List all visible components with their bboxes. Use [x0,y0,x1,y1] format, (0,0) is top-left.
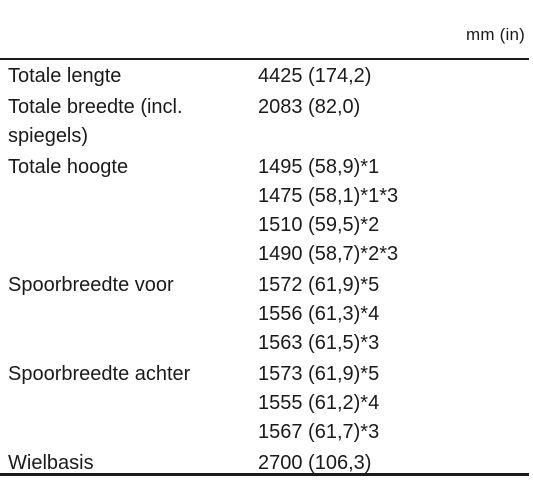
spec-value: 1567 (61,7)*3 [258,421,380,443]
spec-row-length: Totale lengte 4425 (174,2) [0,60,529,91]
spec-values: 1495 (58,9)*1 1475 (58,1)*1*3 1510 (59,5… [250,153,398,269]
top-rule [0,58,529,60]
spec-values: 2700 (106,3) [250,449,371,478]
spec-value: 1495 (58,9)*1 [258,156,380,178]
spec-value: 2700 (106,3) [258,452,372,474]
spec-values: 1573 (61,9)*5 1555 (61,2)*4 1567 (61,7)*… [250,360,379,447]
spec-row-rear-track: Spoorbreedte achter 1573 (61,9)*5 1555 (… [0,358,529,447]
spec-value: 1556 (61,3)*4 [258,303,380,325]
spec-value: 1475 (58,1)*1*3 [258,185,399,207]
spec-label: Spoorbreedte achter [8,363,191,385]
spec-value: 1563 (61,5)*3 [258,332,380,354]
spec-label: Totale hoogte [8,156,129,178]
spec-label: Totale lengte [8,65,122,87]
spec-value: 1572 (61,9)*5 [258,274,380,296]
bottom-rule [0,473,529,476]
spec-value: 1573 (61,9)*5 [258,363,380,385]
spec-values: 1572 (61,9)*5 1556 (61,3)*4 1563 (61,5)*… [250,271,379,358]
spec-row-height: Totale hoogte 1495 (58,9)*1 1475 (58,1)*… [0,151,529,269]
unit-header: mm (in) [466,25,525,44]
spec-value: 1510 (59,5)*2 [258,214,380,236]
spec-table: Totale lengte 4425 (174,2) Totale breedt… [0,60,529,478]
spec-value: 1555 (61,2)*4 [258,392,380,414]
spec-values: 2083 (82,0) [250,93,360,151]
spec-value: 1490 (58,7)*2*3 [258,243,399,265]
spec-value: 4425 (174,2) [258,65,372,87]
spec-values: 4425 (174,2) [250,62,371,91]
spec-row-wheelbase: Wielbasis 2700 (106,3) [0,447,529,478]
spec-label: Totale breedte (incl. spiegels) [8,96,183,147]
spec-value: 2083 (82,0) [258,96,361,118]
spec-row-width: Totale breedte (incl. spiegels) 2083 (82… [0,91,529,151]
spec-label: Wielbasis [8,452,94,474]
spec-label: Spoorbreedte voor [8,274,174,296]
spec-row-front-track: Spoorbreedte voor 1572 (61,9)*5 1556 (61… [0,269,529,358]
